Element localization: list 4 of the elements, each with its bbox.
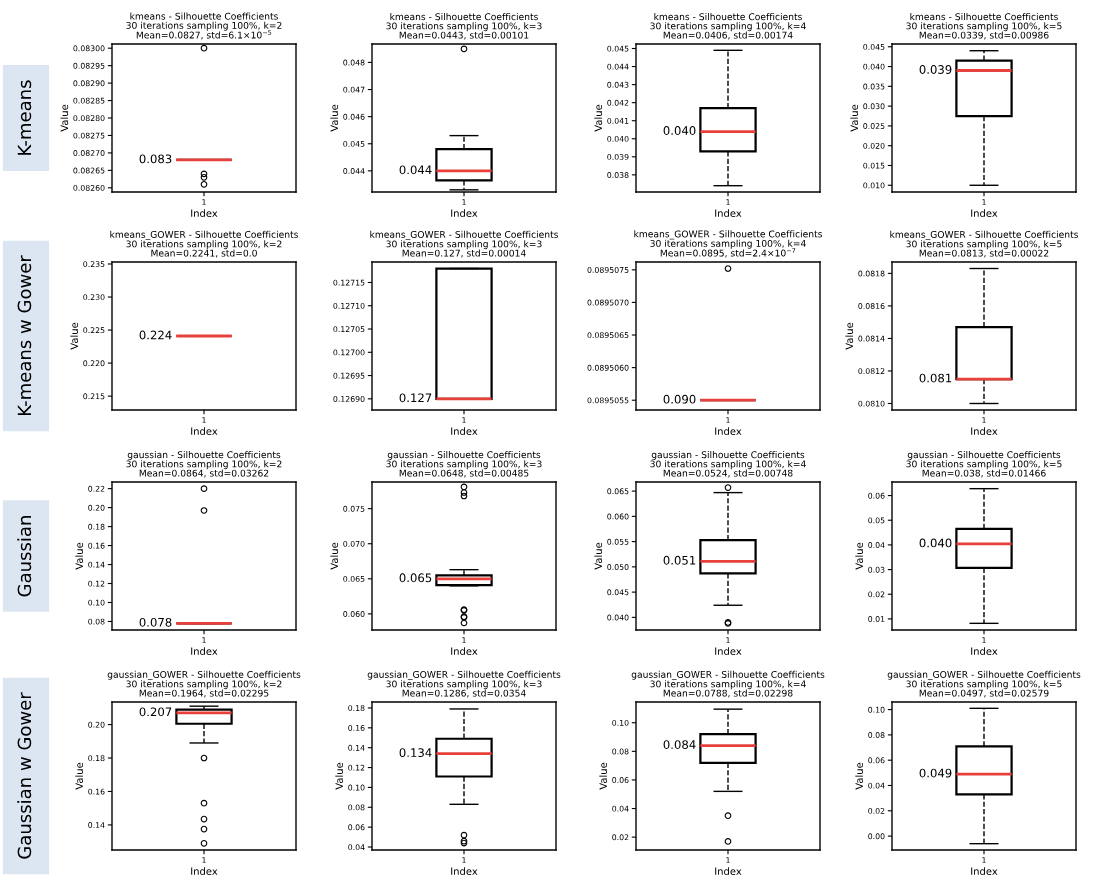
- text: K-means: [17, 80, 32, 155]
- text: Gaussian: [17, 516, 32, 597]
- text: Gaussian w Gower: [17, 692, 32, 859]
- text: K-means w Gower: [17, 255, 32, 416]
